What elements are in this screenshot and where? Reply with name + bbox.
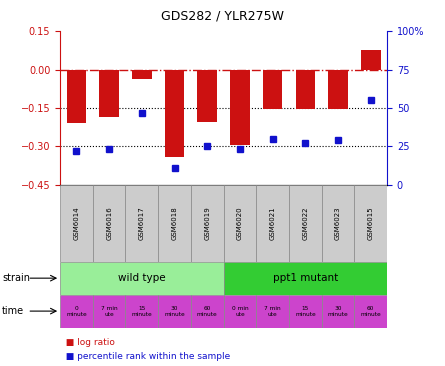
Text: 30
minute: 30 minute xyxy=(328,306,348,317)
Text: GSM6023: GSM6023 xyxy=(335,206,341,240)
Bar xyxy=(191,295,224,328)
Bar xyxy=(256,185,289,262)
Text: 15
minute: 15 minute xyxy=(295,306,316,317)
Text: GDS282 / YLR275W: GDS282 / YLR275W xyxy=(161,10,284,23)
Bar xyxy=(60,185,93,262)
Text: 15
minute: 15 minute xyxy=(131,306,152,317)
Text: 30
minute: 30 minute xyxy=(164,306,185,317)
Bar xyxy=(289,295,322,328)
Text: strain: strain xyxy=(2,273,30,283)
Text: GSM6015: GSM6015 xyxy=(368,206,374,240)
Text: GSM6021: GSM6021 xyxy=(270,206,275,240)
Text: GSM6014: GSM6014 xyxy=(73,206,79,240)
Bar xyxy=(60,262,224,295)
Text: ppt1 mutant: ppt1 mutant xyxy=(273,273,338,283)
Text: GSM6018: GSM6018 xyxy=(172,206,178,240)
Text: wild type: wild type xyxy=(118,273,166,283)
Text: 7 min
ute: 7 min ute xyxy=(101,306,117,317)
Bar xyxy=(322,295,355,328)
Text: 60
minute: 60 minute xyxy=(360,306,381,317)
Text: 60
minute: 60 minute xyxy=(197,306,218,317)
Text: 0
minute: 0 minute xyxy=(66,306,87,317)
Text: 7 min
ute: 7 min ute xyxy=(264,306,281,317)
Bar xyxy=(132,70,152,79)
Bar xyxy=(198,70,217,122)
Bar xyxy=(322,185,355,262)
Bar xyxy=(60,295,93,328)
Text: time: time xyxy=(2,306,24,316)
Bar xyxy=(224,295,256,328)
Bar xyxy=(158,185,191,262)
Text: GSM6017: GSM6017 xyxy=(139,206,145,240)
Text: GSM6022: GSM6022 xyxy=(303,206,308,240)
Bar xyxy=(125,295,158,328)
Bar xyxy=(224,262,387,295)
Text: GSM6019: GSM6019 xyxy=(204,206,210,240)
Text: ■ log ratio: ■ log ratio xyxy=(60,338,115,347)
Bar xyxy=(289,185,322,262)
Bar xyxy=(93,185,125,262)
Bar xyxy=(355,295,387,328)
Text: GSM6016: GSM6016 xyxy=(106,206,112,240)
Bar xyxy=(263,70,283,109)
Bar xyxy=(295,70,315,109)
Bar xyxy=(230,70,250,145)
Bar xyxy=(328,70,348,109)
Text: ■ percentile rank within the sample: ■ percentile rank within the sample xyxy=(60,352,231,361)
Text: 0 min
ute: 0 min ute xyxy=(232,306,248,317)
Bar xyxy=(93,295,125,328)
Text: GSM6020: GSM6020 xyxy=(237,206,243,240)
Bar xyxy=(67,70,86,123)
Bar xyxy=(256,295,289,328)
Bar xyxy=(191,185,224,262)
Bar xyxy=(355,185,387,262)
Bar xyxy=(125,185,158,262)
Bar xyxy=(158,295,191,328)
Bar xyxy=(361,51,380,70)
Bar xyxy=(99,70,119,117)
Bar xyxy=(224,185,256,262)
Bar xyxy=(165,70,184,157)
